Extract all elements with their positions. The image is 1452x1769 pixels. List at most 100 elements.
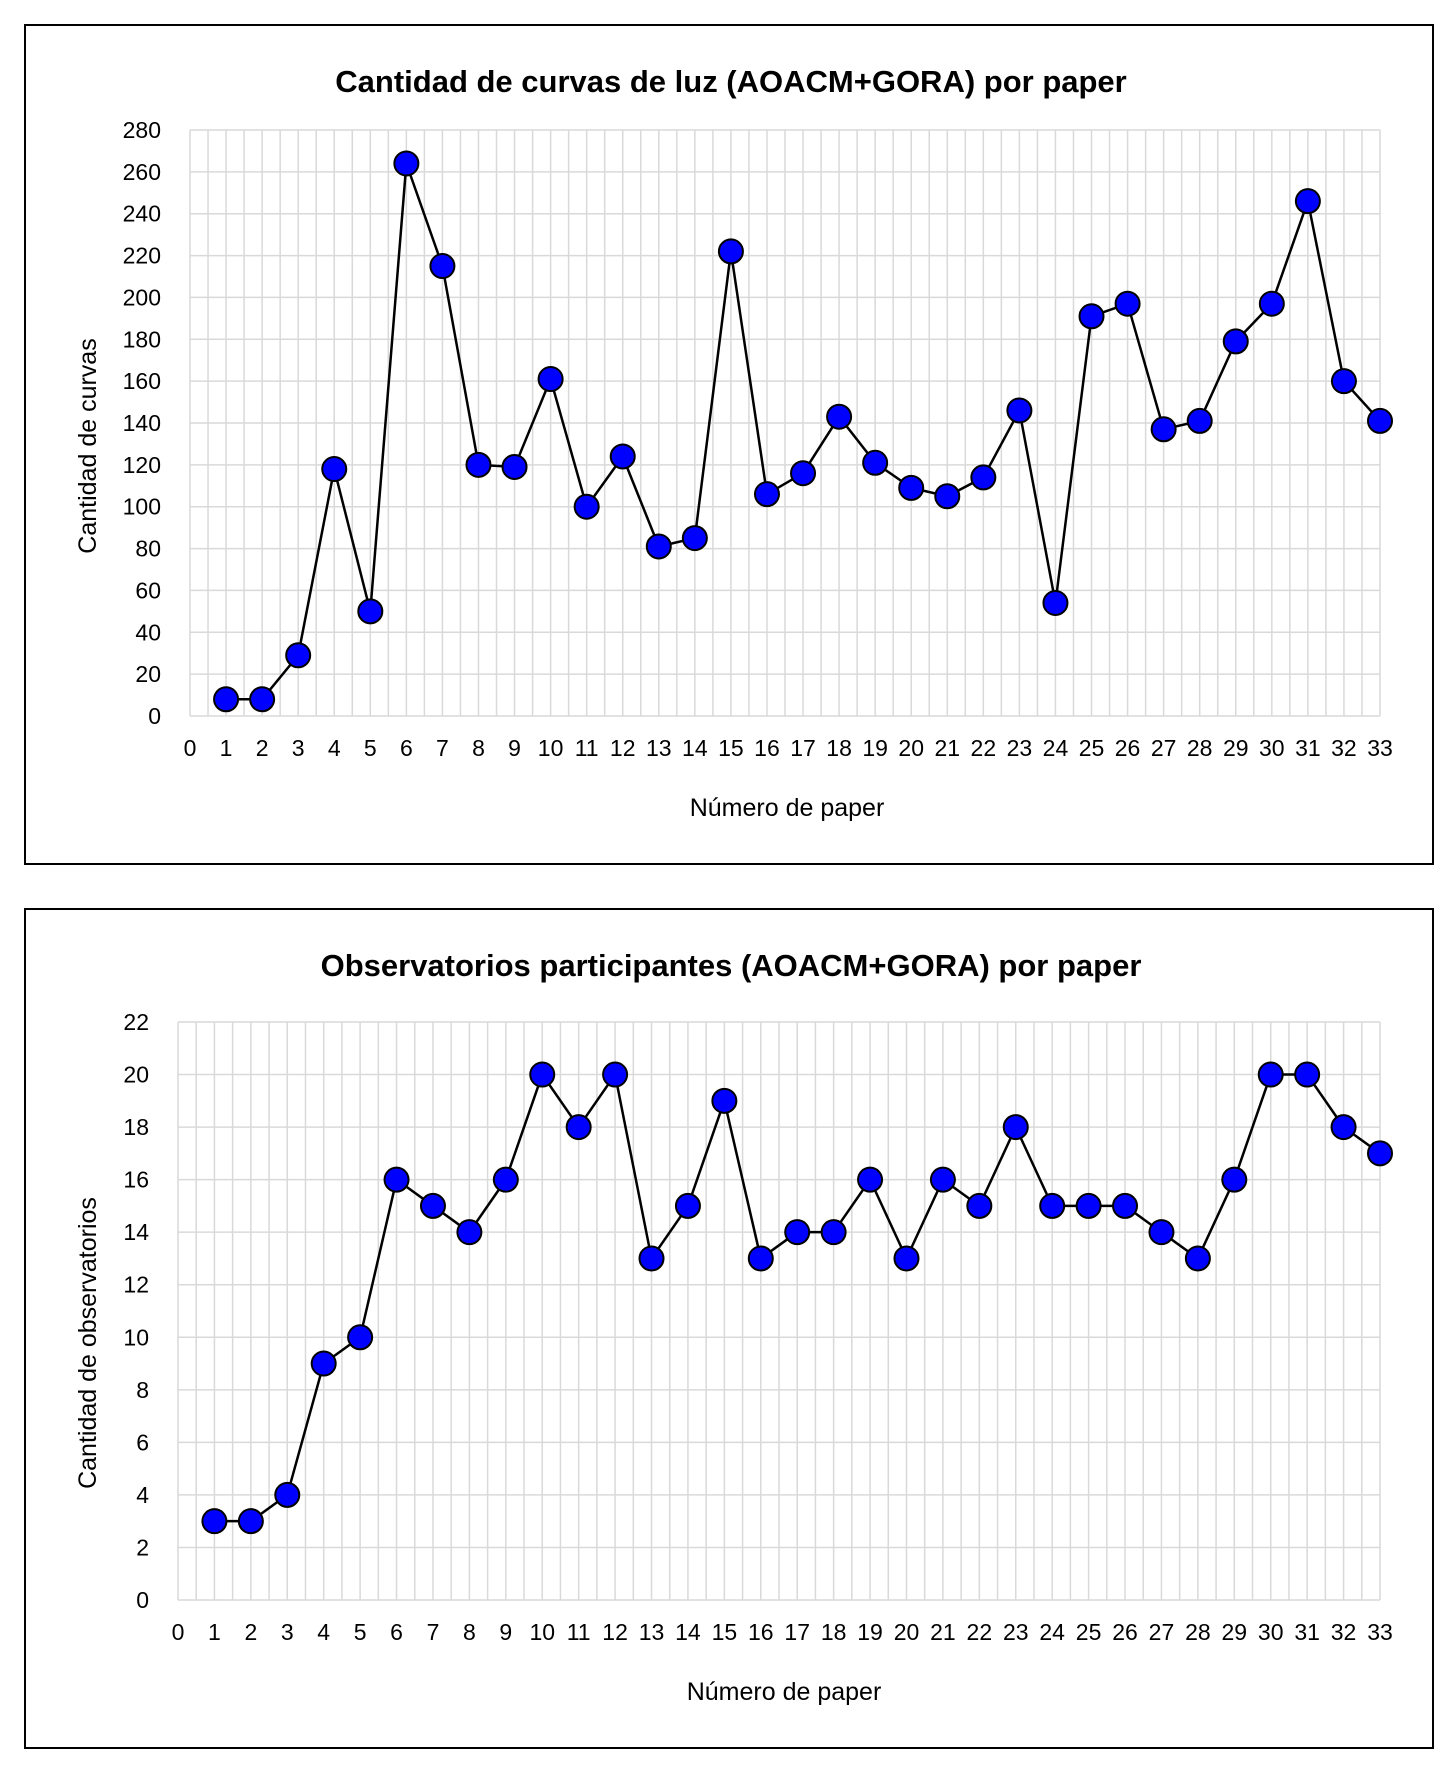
x-tick-label: 31 (1295, 735, 1321, 761)
data-point (357, 598, 384, 625)
data-point (249, 686, 276, 713)
data-point (285, 642, 312, 669)
data-point (717, 238, 744, 265)
x-tick-label: 25 (1079, 735, 1105, 761)
data-point (609, 443, 636, 470)
x-tick-label: 8 (463, 1619, 476, 1645)
y-tick-label: 14 (123, 1219, 149, 1245)
x-tick-label: 29 (1223, 735, 1249, 761)
data-point (1075, 1192, 1102, 1219)
x-tick-label: 24 (1039, 1619, 1065, 1645)
y-tick-label: 22 (123, 1009, 149, 1035)
data-point (1078, 303, 1105, 330)
x-tick-label: 7 (427, 1619, 440, 1645)
x-tick-label: 12 (610, 735, 636, 761)
x-tick-label: 0 (172, 1619, 185, 1645)
y-tick-label: 10 (123, 1324, 149, 1350)
data-point (970, 464, 997, 491)
data-point (790, 460, 817, 487)
data-point (1006, 397, 1033, 424)
x-tick-label: 26 (1112, 1619, 1138, 1645)
data-point (862, 449, 889, 476)
x-tick-label: 21 (934, 735, 960, 761)
data-point (1042, 589, 1069, 616)
x-tick-label: 33 (1367, 1619, 1393, 1645)
data-point (237, 1508, 264, 1535)
data-point (1257, 1061, 1284, 1088)
y-tick-label: 20 (123, 1062, 149, 1088)
x-tick-label: 28 (1187, 735, 1213, 761)
y-tick-label: 220 (123, 243, 161, 269)
data-point (321, 456, 348, 483)
data-point (419, 1192, 446, 1219)
x-tick-label: 4 (317, 1619, 330, 1645)
y-tick-label: 2 (136, 1534, 149, 1560)
chart-title: Observatorios participantes (AOACM+GORA)… (321, 948, 1142, 983)
data-point (1184, 1245, 1211, 1272)
y-tick-label: 80 (135, 536, 161, 562)
x-tick-label: 23 (1007, 735, 1033, 761)
chart-panel-curvas: Cantidad de curvas de luz (AOACM+GORA) p… (24, 24, 1434, 865)
data-point (310, 1350, 337, 1377)
data-point (681, 525, 708, 552)
y-tick-label: 12 (123, 1272, 149, 1298)
x-tick-label: 14 (675, 1619, 701, 1645)
y-tick-label: 8 (136, 1377, 149, 1403)
x-tick-label: 18 (821, 1619, 847, 1645)
y-tick-label: 6 (136, 1429, 149, 1455)
data-point (898, 474, 925, 501)
x-tick-label: 7 (436, 735, 449, 761)
x-tick-label: 3 (292, 735, 305, 761)
x-tick-label: 11 (567, 1619, 591, 1645)
x-tick-label: 10 (529, 1619, 555, 1645)
data-point (711, 1087, 738, 1114)
data-point (1222, 328, 1249, 355)
y-tick-label: 200 (123, 284, 161, 310)
data-point (501, 453, 528, 480)
y-tick-label: 260 (123, 159, 161, 185)
x-tick-label: 19 (862, 735, 888, 761)
data-point (213, 686, 240, 713)
x-tick-label: 17 (784, 1619, 810, 1645)
x-tick-label: 23 (1003, 1619, 1029, 1645)
y-tick-label: 280 (123, 117, 161, 143)
data-point (753, 481, 780, 508)
x-tick-label: 8 (472, 735, 485, 761)
y-axis-label: Cantidad de curvas (74, 338, 102, 553)
data-point (465, 451, 492, 478)
x-tick-label: 22 (967, 1619, 993, 1645)
x-tick-label: 15 (712, 1619, 738, 1645)
x-axis-label: Número de paper (690, 794, 885, 822)
y-tick-label: 18 (123, 1114, 149, 1140)
x-tick-label: 32 (1331, 1619, 1357, 1645)
data-point (820, 1219, 847, 1246)
y-tick-label: 60 (135, 577, 161, 603)
x-tick-label: 11 (575, 735, 599, 761)
x-tick-label: 10 (538, 735, 564, 761)
x-tick-label: 33 (1367, 735, 1393, 761)
data-point (456, 1219, 483, 1246)
data-point (274, 1481, 301, 1508)
x-tick-label: 25 (1076, 1619, 1102, 1645)
data-point (966, 1192, 993, 1219)
data-point (383, 1166, 410, 1193)
x-tick-label: 19 (857, 1619, 883, 1645)
x-tick-label: 2 (244, 1619, 257, 1645)
y-tick-label: 240 (123, 201, 161, 227)
y-tick-label: 180 (123, 326, 161, 352)
y-tick-label: 20 (135, 661, 161, 687)
y-tick-label: 100 (123, 494, 161, 520)
data-point (201, 1508, 228, 1535)
x-tick-label: 9 (499, 1619, 512, 1645)
x-tick-label: 27 (1149, 1619, 1175, 1645)
y-tick-label: 120 (123, 452, 161, 478)
x-tick-label: 26 (1115, 735, 1141, 761)
x-tick-label: 1 (220, 735, 233, 761)
x-tick-label: 20 (894, 1619, 920, 1645)
x-tick-label: 2 (256, 735, 269, 761)
chart-curvas: Cantidad de curvas de luz (AOACM+GORA) p… (74, 64, 1393, 822)
x-tick-label: 9 (508, 735, 521, 761)
x-tick-label: 3 (281, 1619, 294, 1645)
x-tick-label: 6 (390, 1619, 403, 1645)
data-point (347, 1324, 374, 1351)
